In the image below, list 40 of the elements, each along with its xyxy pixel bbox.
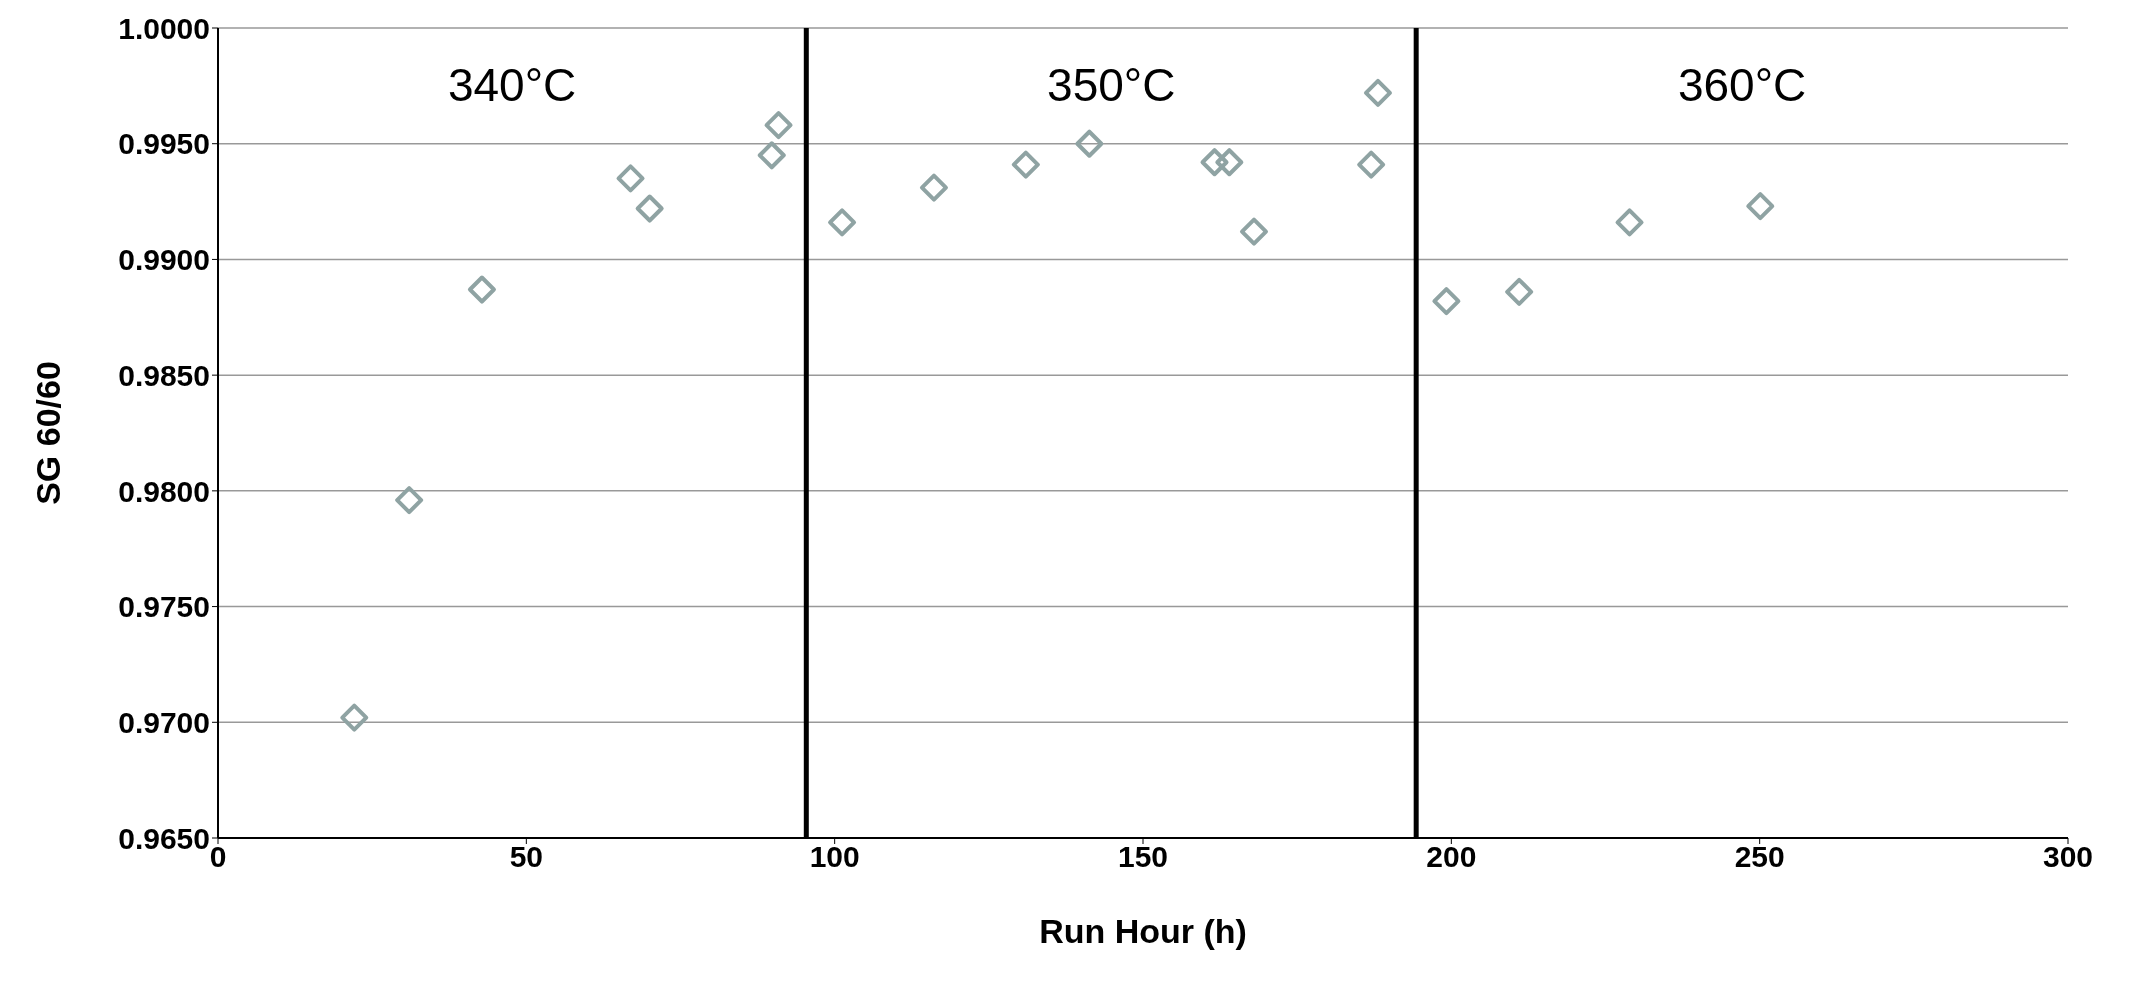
point [828, 208, 857, 237]
point [1357, 150, 1386, 179]
annotation: 340°C [447, 59, 577, 112]
x-tick-label: 250 [1734, 840, 1785, 874]
y-tick-label: 0.9950 [118, 127, 210, 161]
point [1363, 78, 1392, 107]
x-tick-label: 0 [209, 840, 227, 874]
point [1615, 208, 1644, 237]
point [340, 703, 369, 732]
y-tick-label: 0.9750 [118, 590, 210, 624]
point [1240, 217, 1268, 246]
y-tick-label: 0.9900 [118, 243, 210, 277]
y-tick-label: 0.9850 [118, 358, 210, 392]
point [757, 141, 786, 170]
point [1432, 287, 1461, 316]
annotation: 360°C [1677, 59, 1807, 112]
point [1215, 148, 1244, 177]
point [1200, 148, 1229, 177]
point [1075, 129, 1104, 158]
x-tick-label: 50 [509, 840, 544, 874]
x-tick-label: 100 [809, 840, 860, 874]
x-tick-label: 200 [1426, 840, 1477, 874]
point [919, 173, 948, 202]
point [616, 164, 645, 193]
point [395, 486, 424, 515]
y-tick-label: 1.0000 [118, 11, 210, 45]
x-axis-title: Run Hour (h) [1039, 912, 1247, 950]
x-tick-label: 300 [2042, 840, 2094, 874]
annotation: 350°C [1047, 59, 1176, 112]
point [1505, 277, 1534, 306]
point [1746, 192, 1775, 221]
y-tick-label: 0.9700 [118, 705, 210, 739]
point [1011, 150, 1040, 179]
x-tick-label: 150 [1117, 840, 1169, 874]
point [467, 275, 496, 304]
point [764, 111, 793, 140]
y-tick-label: 0.9650 [118, 821, 210, 855]
point [635, 194, 664, 223]
y-axis-title: SG 60/60 [29, 361, 68, 505]
y-tick-label: 0.9800 [118, 474, 210, 508]
